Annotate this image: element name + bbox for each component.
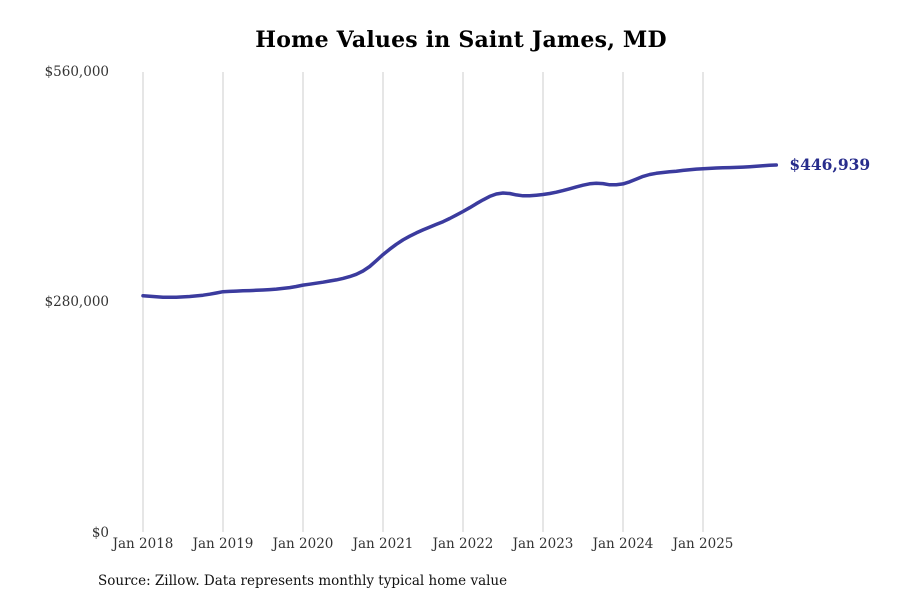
last-value-label: $446,939 [789,154,871,174]
x-axis-tick-label: Jan 2025 [672,536,734,552]
y-axis-tick-label: $0 [91,524,109,541]
x-axis-tick-label: Jan 2022 [432,536,494,552]
x-axis-tick-label: Jan 2024 [592,536,654,552]
y-axis-tick-label: $560,000 [44,64,109,80]
x-axis-tick-label: Jan 2019 [192,536,254,552]
x-axis-tick-label: Jan 2018 [112,536,174,552]
home-value-line [141,163,779,300]
source-note: Source: Zillow. Data represents monthly … [98,573,508,589]
chart-title: Home Values in Saint James, MD [255,27,667,53]
x-axis-tick-label: Jan 2023 [512,536,574,552]
x-axis-tick-label: Jan 2021 [352,536,414,552]
y-axis-tick-label: $280,000 [44,294,109,311]
x-axis-tick-label: Jan 2020 [272,536,334,552]
